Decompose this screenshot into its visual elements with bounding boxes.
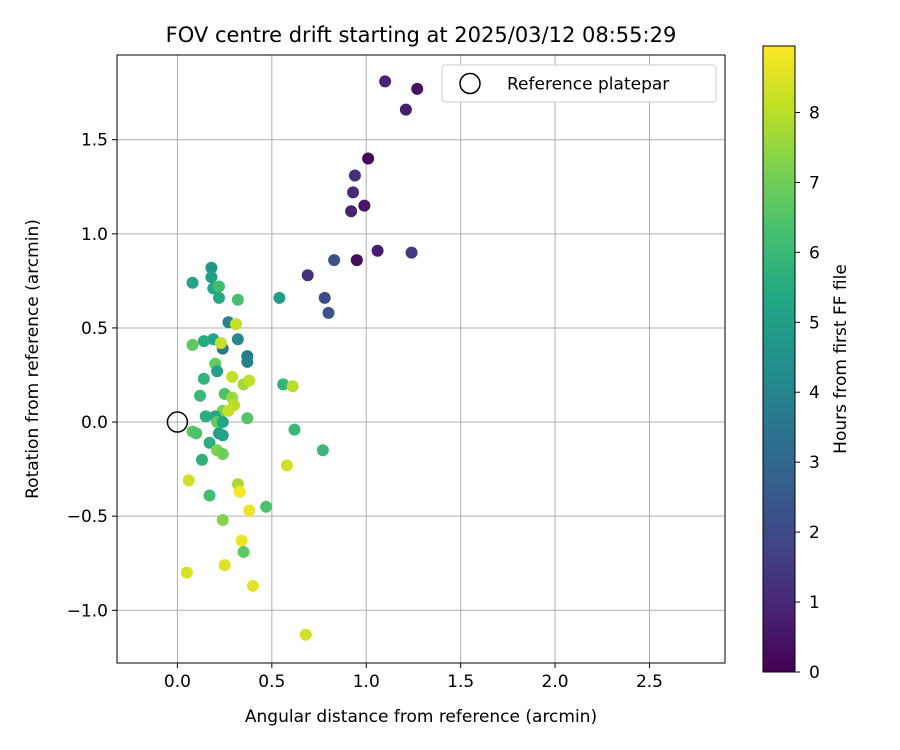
scatter-point: [328, 254, 341, 267]
scatter-point: [199, 410, 212, 423]
scatter-point: [186, 338, 199, 351]
scatter-point: [322, 306, 335, 319]
scatter-point: [231, 293, 244, 306]
chart-title: FOV centre drift starting at 2025/03/12 …: [166, 23, 677, 47]
colorbar-tick-label: 7: [809, 173, 820, 193]
scatter-point: [226, 370, 239, 383]
x-tick-label: 2.5: [636, 672, 663, 692]
scatter-point: [288, 423, 301, 436]
scatter-point: [180, 566, 193, 579]
scatter-point: [237, 545, 250, 558]
colorbar-tick-label: 4: [809, 383, 820, 403]
scatter-point: [194, 389, 207, 402]
scatter-point: [195, 453, 208, 466]
colorbar-gradient: [762, 45, 796, 673]
legend-box: [441, 64, 717, 103]
scatter-point: [301, 269, 314, 282]
scatter-point: [203, 436, 216, 449]
scatter-point: [358, 199, 371, 212]
scatter-point: [286, 380, 299, 393]
x-axis-ticks: 0.0 0.5 1.0 1.5 2.0 2.5: [164, 663, 663, 692]
scatter-point: [299, 628, 312, 641]
colorbar-tick-label: 0: [809, 663, 820, 683]
scatter-point: [273, 291, 286, 304]
y-tick-label: −1.0: [67, 601, 108, 621]
scatter-point: [379, 75, 392, 88]
scatter-point: [318, 291, 331, 304]
colorbar-tick-label: 3: [809, 453, 820, 473]
scatter-point: [231, 333, 244, 346]
colorbar-label: Hours from first FF file: [831, 264, 851, 454]
scatter-point: [241, 412, 254, 425]
y-tick-label: −0.5: [67, 507, 108, 527]
legend-reference-marker: [459, 72, 481, 95]
scatter-point: [399, 103, 412, 116]
x-tick-label: 2.0: [542, 672, 569, 692]
colorbar: 0 1 2 3 4 5 6 7 8 Hours from first FF file: [762, 45, 851, 683]
x-axis-label: Angular distance from reference (arcmin): [245, 707, 597, 727]
colorbar-tick-label: 2: [809, 523, 820, 543]
scatter-point: [197, 372, 210, 385]
scatter-point: [362, 152, 375, 165]
scatter-point: [205, 261, 218, 274]
scatter-point: [203, 489, 216, 502]
y-axis-ticks: −1.0 −0.5 0.0 0.5 1.0 1.5: [67, 131, 117, 621]
y-tick-label: 1.0: [81, 225, 108, 245]
scatter-point: [205, 271, 218, 284]
scatter-point: [182, 474, 195, 487]
legend: Reference platepar: [441, 64, 717, 103]
scatter-point: [216, 513, 229, 526]
scatter-point: [350, 254, 363, 267]
reference-platepar-marker: [166, 411, 189, 433]
scatter-point: [411, 82, 424, 95]
scatter-point: [260, 500, 273, 513]
scatter-point: [214, 337, 227, 349]
scatter-point: [241, 355, 254, 368]
scatter-point: [211, 365, 224, 378]
scatter-point: [371, 244, 384, 257]
colorbar-tick-label: 1: [809, 593, 820, 613]
scatter-point: [243, 504, 256, 517]
scatter-point: [216, 416, 229, 429]
scatter-point: [347, 186, 360, 199]
x-tick-label: 1.0: [353, 672, 380, 692]
scatter-point: [222, 404, 235, 417]
scatter-points: [166, 75, 424, 641]
colorbar-tick-label: 8: [809, 103, 820, 123]
scatter-point: [280, 459, 293, 472]
x-tick-label: 1.5: [447, 672, 474, 692]
scatter-point: [216, 429, 229, 442]
scatter-point: [190, 427, 203, 440]
y-axis-label: Rotation from reference (arcmin): [23, 219, 43, 499]
scatter-point: [316, 444, 329, 457]
scatter-point: [277, 378, 290, 391]
grid-lines: [117, 55, 725, 663]
y-tick-label: 0.0: [81, 413, 108, 433]
scatter-point: [212, 291, 225, 304]
scatter-point: [218, 559, 231, 572]
scatter-point: [197, 335, 210, 348]
plot-frame: [116, 54, 726, 664]
scatter-point: [345, 205, 358, 218]
y-tick-label: 0.5: [81, 319, 108, 339]
scatter-point: [348, 169, 361, 182]
scatter-point: [405, 246, 418, 259]
scatter-point: [229, 318, 242, 331]
y-tick-label: 1.5: [81, 131, 108, 151]
scatter-point: [186, 276, 199, 289]
scatter-point: [233, 485, 246, 498]
scatter-point: [212, 280, 225, 293]
legend-entry-reference: Reference platepar: [507, 75, 669, 95]
scatter-point: [235, 534, 248, 547]
scatter-point: [216, 448, 229, 461]
colorbar-tick-label: 6: [809, 243, 820, 263]
scatter-point: [246, 579, 259, 592]
colorbar-ticks: 0 1 2 3 4 5 6 7 8: [795, 103, 820, 683]
colorbar-tick-label: 5: [809, 313, 820, 333]
scatter-point: [243, 374, 256, 387]
x-tick-label: 0.5: [258, 672, 285, 692]
x-tick-label: 0.0: [164, 672, 191, 692]
